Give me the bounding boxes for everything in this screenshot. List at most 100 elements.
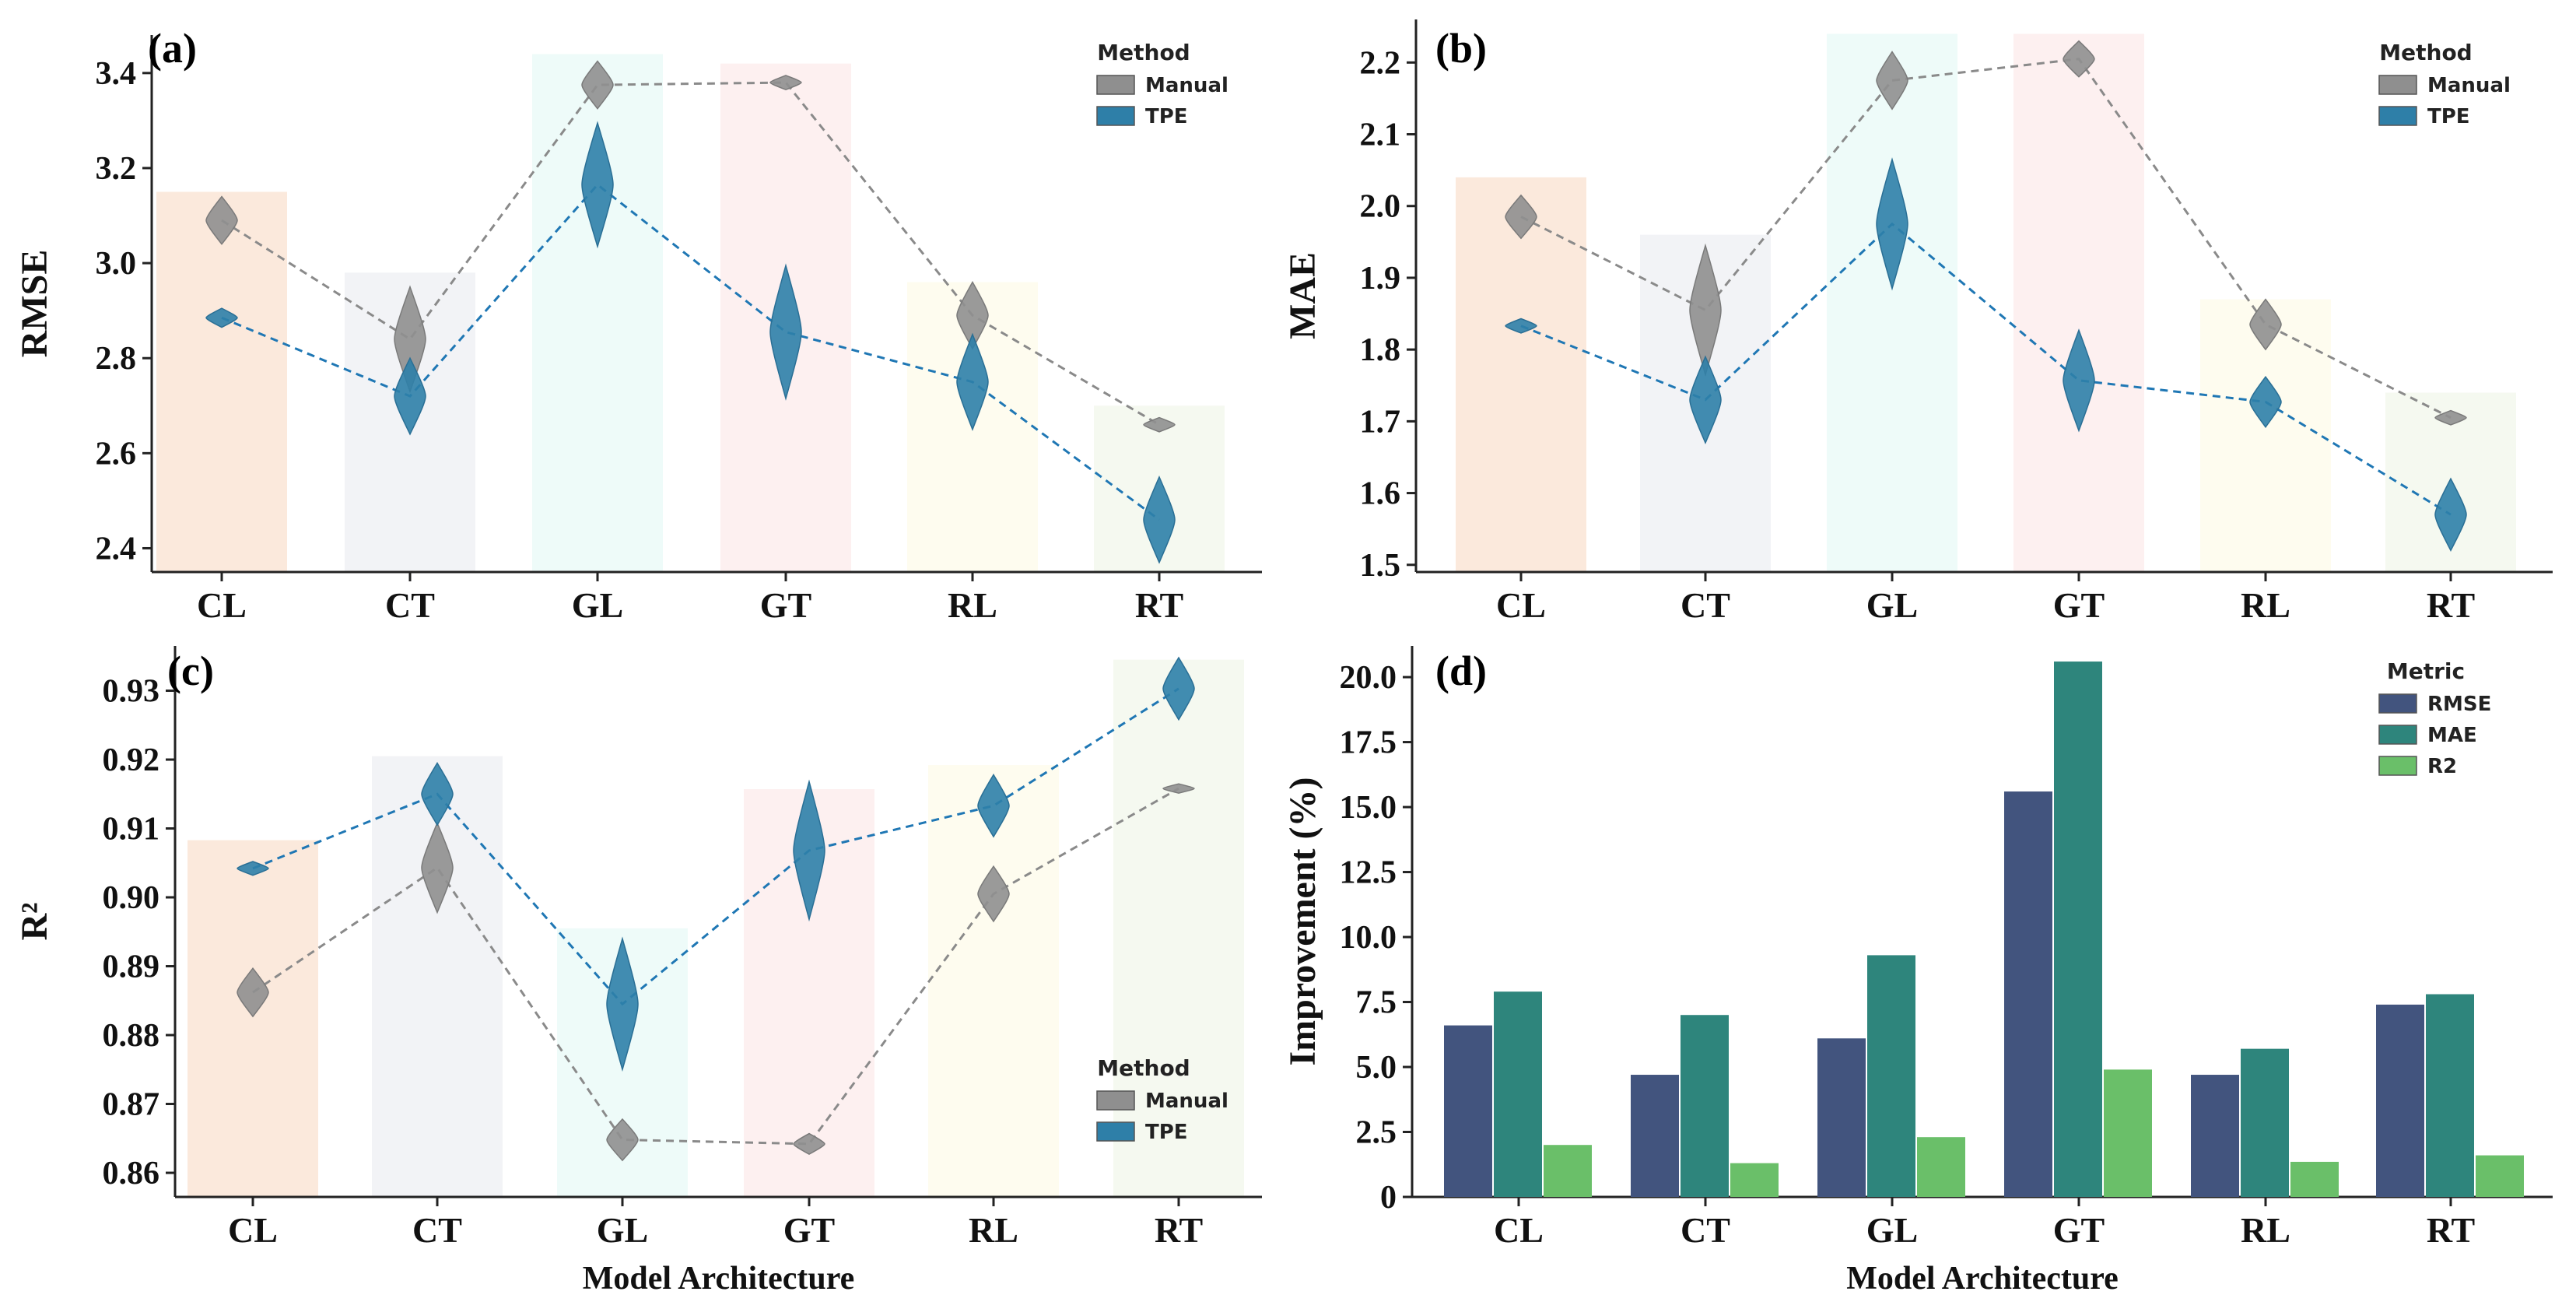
x-tick-label: CL [1494, 1210, 1544, 1250]
x-tick-label: GT [2053, 585, 2105, 625]
violin-tpe [581, 121, 614, 249]
x-tick-label: CT [1681, 585, 1730, 625]
bar-mae [2054, 662, 2102, 1197]
violin-manual [1143, 416, 1176, 433]
violin-tpe [1689, 355, 1722, 444]
legend-label-manual: Manual [1145, 1090, 1228, 1113]
violin-tpe [1143, 476, 1176, 564]
violin-tpe [1162, 656, 1195, 721]
violin-manual [2249, 298, 2282, 351]
category-background-bar [1827, 33, 1957, 573]
y-tick-label: 0 [1380, 1180, 1397, 1216]
violin-tpe [237, 861, 269, 876]
series-tpe-trend-line [1520, 222, 2452, 516]
bar-mae [2241, 1048, 2289, 1197]
bar-rmse [2191, 1075, 2239, 1197]
y-tick-label: 0.91 [103, 812, 160, 848]
legend-title: Method [2379, 40, 2472, 65]
legend-title: Method [1097, 40, 1190, 65]
legend-swatch-tpe [2378, 106, 2417, 126]
legend-label-tpe: TPE [2427, 105, 2470, 128]
series-manual-trend-line [252, 787, 1179, 1146]
y-tick-label: 2.8 [96, 341, 137, 377]
x-tick-label: GL [1866, 585, 1918, 625]
x-tick-label: CL [1496, 585, 1546, 625]
series-tpe-trend-line [252, 687, 1179, 1006]
bar-rmse [2004, 791, 2052, 1197]
y-tick-label: 15.0 [1340, 790, 1397, 826]
bar-rmse [1444, 1025, 1492, 1197]
violin-tpe [769, 263, 802, 401]
violin-manual [421, 821, 454, 914]
bar-r2 [1917, 1137, 1965, 1197]
y-tick-label: 3.2 [96, 151, 137, 187]
bar-r2 [2290, 1161, 2339, 1197]
x-tick-label: CT [1681, 1210, 1730, 1250]
y-tick-label: 2.4 [96, 531, 137, 567]
violin-manual [2434, 409, 2467, 426]
x-tick-label: RL [948, 585, 997, 625]
bar-r2 [1730, 1163, 1779, 1197]
bar-mae [1681, 1015, 1729, 1197]
series-tpe-trend-line [221, 183, 1160, 521]
panel-d: 0 2.5 5.0 7.5 10.0 12.5 15.0 17.5 20.0 CL CT GL GT RL… [1282, 646, 2553, 1297]
y-tick-label: 1.9 [1360, 261, 1401, 297]
legend-title: Method [1097, 1055, 1190, 1081]
category-background-bar [1113, 659, 1244, 1197]
legend-swatch-manual [1096, 75, 1135, 95]
legend-swatch-rmse [2378, 693, 2417, 714]
violin-tpe [421, 761, 454, 826]
legend-label-mae: MAE [2427, 724, 2477, 747]
legend-title: Metric [2387, 658, 2465, 684]
panel-label: (b) [1435, 25, 1487, 72]
legend-swatch-tpe [1096, 106, 1135, 126]
y-axis-label: MAE [1282, 252, 1323, 339]
violin-tpe [977, 774, 1010, 838]
bar-r2 [2104, 1069, 2152, 1197]
violin-tpe [793, 779, 825, 922]
violin-manual [606, 1118, 639, 1162]
series-manual-trend-line [221, 81, 1160, 426]
category-background-bar [1456, 177, 1586, 572]
y-tick-label: 10.0 [1340, 920, 1397, 956]
bar-mae [1867, 955, 1915, 1197]
x-axis-label: Model Architecture [583, 1261, 855, 1297]
y-tick-label: 0.87 [103, 1087, 160, 1123]
y-axis-label: RMSE [14, 250, 55, 358]
panel-label: (a) [148, 25, 197, 72]
category-background-bar [188, 840, 318, 1197]
bar-mae [1494, 991, 1542, 1197]
legend-swatch-r2 [2378, 756, 2417, 776]
y-tick-label: 0.86 [103, 1156, 160, 1191]
violin-tpe [2063, 328, 2095, 433]
y-tick-label: 20.0 [1340, 660, 1397, 696]
y-tick-label: 17.5 [1340, 725, 1397, 761]
x-tick-label: CL [228, 1210, 278, 1250]
y-tick-label: 2.2 [1360, 45, 1401, 81]
y-tick-label: 0.92 [103, 742, 160, 778]
violin-manual [977, 865, 1010, 923]
y-tick-label: 1.8 [1360, 332, 1401, 368]
x-tick-label: RT [2427, 1210, 2475, 1250]
violin-manual [205, 195, 238, 245]
legend-swatch-manual [1096, 1090, 1135, 1111]
x-tick-label: GL [597, 1210, 648, 1250]
x-tick-label: GT [2053, 1210, 2105, 1250]
bar-r2 [1544, 1145, 1592, 1197]
bar-rmse [1631, 1075, 1679, 1197]
x-tick-label: GT [783, 1210, 835, 1250]
violin-tpe [1876, 157, 1908, 291]
violin-tpe [205, 307, 238, 328]
legend-label-tpe: TPE [1145, 1121, 1188, 1144]
y-tick-label: 3.0 [96, 246, 137, 282]
y-tick-label: 1.7 [1360, 404, 1401, 440]
violin-manual [2063, 40, 2095, 78]
bar-rmse [1817, 1038, 1866, 1197]
violin-tpe [394, 356, 426, 436]
y-tick-label: 1.6 [1360, 476, 1401, 512]
x-tick-label: RT [1155, 1210, 1203, 1250]
violin-tpe [1505, 318, 1537, 334]
legend-label-tpe: TPE [1145, 105, 1188, 128]
legend-swatch-mae [2378, 725, 2417, 745]
